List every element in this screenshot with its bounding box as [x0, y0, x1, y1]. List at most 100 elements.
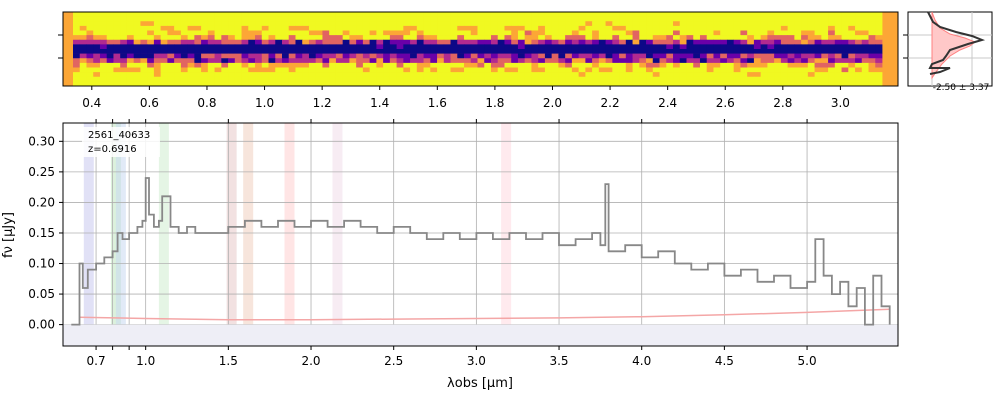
spectrum-2d-cell: [585, 49, 593, 54]
spectrum-2d-cell: [167, 44, 175, 50]
spectrum-2d-cell: [443, 58, 451, 64]
spectrum-2d-cell: [679, 12, 687, 17]
spectrum-2d-cell: [578, 62, 586, 68]
spectrum-2d-cell: [490, 16, 499, 22]
spectrum-2d-cell: [99, 21, 108, 27]
spectrum-2d-cell: [288, 35, 296, 41]
spectrum-2d-cell: [234, 16, 242, 22]
spectrum-2d-cell: [774, 81, 782, 87]
spectrum-2d-cell: [187, 30, 195, 36]
spectrum-2d-cell: [180, 58, 189, 64]
spectrum-2d-cell: [167, 53, 175, 59]
spectrum-2d-cell: [659, 12, 667, 17]
spectrum-2d-cell: [356, 39, 364, 45]
spectrum-2d-cell: [821, 67, 829, 73]
spectrum-2d-cell: [625, 72, 633, 78]
spectrum-2d-cell: [322, 35, 330, 41]
spectrum-2d-cell: [544, 62, 553, 68]
spectrum-2d-cell: [228, 72, 236, 78]
spectrum-2d-cell: [726, 44, 735, 50]
spectrum-2d-cell: [686, 16, 694, 22]
spectrum-2d-cell: [464, 35, 472, 41]
spectrum-2d-cell: [585, 67, 593, 73]
spectrum-2d-cell: [403, 39, 411, 45]
spectrum-2d-cell: [578, 35, 586, 41]
spectrum-2d-cell: [201, 76, 209, 82]
spectrum-2d-cell: [517, 30, 526, 36]
spectrum-2d-cell: [652, 58, 660, 64]
spectrum-2d-cell: [214, 44, 222, 50]
spectrum-2d-cell: [362, 58, 371, 64]
spectrum-2d-cell: [342, 76, 350, 82]
spectrum-2d-cell: [747, 39, 755, 45]
spectrum-2d-cell: [733, 35, 741, 41]
spectrum-2d-cell: [598, 67, 606, 73]
spectrum-2d-cell: [841, 16, 849, 22]
spectrum-2d-cell: [612, 44, 620, 50]
spectrum-2d-cell: [356, 58, 364, 64]
spectrum-2d-cell: [517, 35, 526, 41]
spectrum-2d-cell: [457, 30, 465, 36]
spectrum-2d-cell: [875, 62, 883, 68]
spectrum-2d-cell: [187, 58, 195, 64]
spectrum-2d-cell: [713, 21, 721, 27]
spectrum-2d-cell: [437, 62, 445, 68]
spectrum-2d-cell: [632, 53, 640, 59]
spectrum-2d-cell: [308, 44, 317, 50]
spectrum-2d-cell: [693, 53, 701, 59]
spectrum-2d-cell: [767, 16, 775, 22]
spectrum-2d-cell: [578, 81, 586, 87]
spectrum-2d-cell: [73, 58, 81, 64]
spectrum-2d-cell: [470, 53, 478, 59]
spectrum-2d-cell: [538, 76, 546, 82]
spectrum-2d-cell: [180, 72, 189, 78]
spectrum-2d-cell: [241, 12, 249, 17]
spectrum-2d-cell: [228, 67, 236, 73]
spectrum-2d-cell: [457, 16, 465, 22]
spectrum-2d-cell: [747, 58, 755, 64]
spectrum-2d-cell: [194, 49, 202, 54]
spectrum-2d-cell: [659, 44, 667, 50]
profile-annotation: -2.50 ± 3.37: [933, 83, 990, 93]
spectrum-2d-cell: [807, 76, 815, 82]
spectrum-2d-cell: [760, 25, 768, 31]
spectrum-2d-cell: [807, 12, 815, 17]
spectrum-2d-cell: [383, 81, 391, 87]
spectrum-2d-cell: [484, 76, 492, 82]
spectrum-2d-cell: [605, 25, 613, 31]
spectrum-2d-cell: [625, 12, 633, 17]
spectrum-2d-cell: [362, 16, 371, 22]
spectrum-2d-cell: [86, 35, 94, 41]
spectrum-2d-cell: [639, 39, 647, 45]
spectrum-2d-cell: [342, 25, 350, 31]
spectrum-2d-cell: [706, 12, 714, 17]
spectrum-2d-cell: [861, 39, 869, 45]
spectrum-2d-cell: [774, 62, 782, 68]
spectrum-2d-cell: [538, 53, 546, 59]
spectrum-2d-cell: [787, 62, 795, 68]
spectrum-2d-cell: [221, 49, 229, 54]
spectrum-2d-cell: [794, 76, 802, 82]
spectrum-2d-cell: [113, 35, 121, 41]
spectrum-2d-cell: [207, 62, 215, 68]
spectrum-2d-cell: [693, 35, 701, 41]
spectrum-2d-cell: [733, 12, 741, 17]
spectrum-2d-cell: [376, 12, 384, 17]
spectrum-2d-cell: [410, 39, 418, 45]
spectrum-2d-cell: [302, 30, 310, 36]
spectrum-2d-cell: [288, 72, 296, 78]
spectrum-2d-cell: [416, 76, 424, 82]
spectrum-2d-cell: [443, 39, 451, 45]
spectrum-2d-cell: [477, 76, 485, 82]
spectrum-2d-cell: [410, 25, 418, 31]
spectrum-2d-cell: [160, 62, 168, 68]
spectrum-2d-cell: [106, 49, 114, 54]
spectrum-2d-cell: [497, 58, 505, 64]
spectrum-2d-cell: [281, 53, 290, 59]
spectrum-2d-cell: [801, 53, 809, 59]
spectrum-2d-cell: [464, 76, 472, 82]
spectrum-2d-cell: [248, 30, 256, 36]
spectrum-2d-cell: [834, 21, 842, 27]
spectrum-2d-cell: [787, 76, 795, 82]
spectrum-2d-cell: [349, 16, 357, 22]
